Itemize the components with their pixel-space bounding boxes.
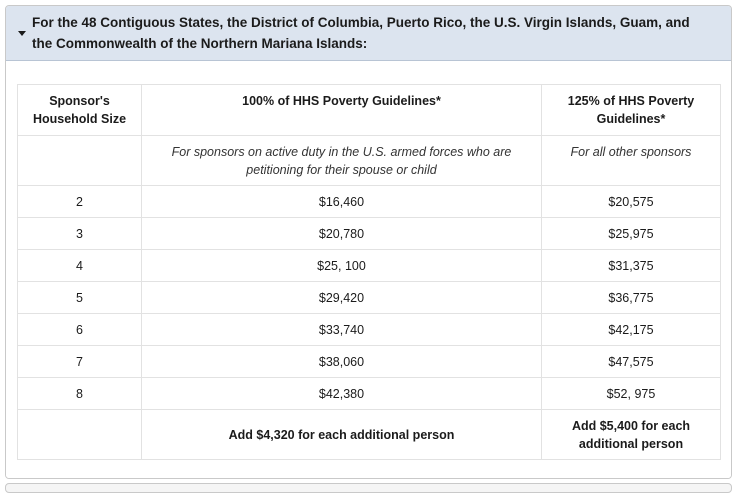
subheader-active-duty: For sponsors on active duty in the U.S. …: [141, 135, 542, 186]
amount-100-cell: $29,420: [141, 281, 542, 314]
subheader-other-sponsors: For all other sponsors: [541, 135, 721, 186]
header-125-percent: 125% of HHS Poverty Guidelines*: [541, 84, 721, 136]
amount-100-cell: $16,460: [141, 185, 542, 218]
household-size-cell: 4: [17, 249, 142, 282]
amount-125-cell: $52, 975: [541, 377, 721, 410]
header-household-size: Sponsor's Household Size: [17, 84, 142, 136]
table-row: 8 $42,380 $52, 975: [17, 377, 721, 410]
amount-125-cell: $20,575: [541, 185, 721, 218]
accordion-body: Sponsor's Household Size 100% of HHS Pov…: [6, 62, 731, 478]
amount-100-cell: $25, 100: [141, 249, 542, 282]
footer-additional-100: Add $4,320 for each additional person: [141, 409, 542, 460]
accordion-title[interactable]: For the 48 Contiguous States, the Distri…: [32, 15, 690, 51]
poverty-guidelines-accordion: For the 48 Contiguous States, the Distri…: [5, 5, 732, 479]
household-size-cell: 2: [17, 185, 142, 218]
table-row: 2 $16,460 $20,575: [17, 185, 721, 218]
accordion-header[interactable]: For the 48 Contiguous States, the Distri…: [6, 6, 731, 61]
household-size-cell: 3: [17, 217, 142, 250]
amount-125-cell: $47,575: [541, 345, 721, 378]
amount-100-cell: $33,740: [141, 313, 542, 346]
table-row: 4 $25, 100 $31,375: [17, 249, 721, 282]
amount-100-cell: $20,780: [141, 217, 542, 250]
subheader-cell: [17, 135, 142, 186]
next-accordion-edge: [5, 483, 732, 493]
household-size-cell: 8: [17, 377, 142, 410]
caret-down-icon[interactable]: [18, 31, 26, 36]
footer-additional-125: Add $5,400 for each additional person: [541, 409, 721, 460]
table-footer-row: Add $4,320 for each additional person Ad…: [17, 409, 721, 460]
poverty-guidelines-table: Sponsor's Household Size 100% of HHS Pov…: [17, 84, 721, 460]
household-size-cell: 5: [17, 281, 142, 314]
amount-125-cell: $36,775: [541, 281, 721, 314]
header-100-percent: 100% of HHS Poverty Guidelines*: [141, 84, 542, 136]
household-size-cell: 7: [17, 345, 142, 378]
amount-125-cell: $42,175: [541, 313, 721, 346]
amount-100-cell: $38,060: [141, 345, 542, 378]
table-row: 6 $33,740 $42,175: [17, 313, 721, 346]
amount-125-cell: $31,375: [541, 249, 721, 282]
household-size-cell: 6: [17, 313, 142, 346]
footer-cell: [17, 409, 142, 460]
table-row: 3 $20,780 $25,975: [17, 217, 721, 250]
amount-100-cell: $42,380: [141, 377, 542, 410]
table-row: 7 $38,060 $47,575: [17, 345, 721, 378]
table-subheader-row: For sponsors on active duty in the U.S. …: [17, 135, 721, 186]
amount-125-cell: $25,975: [541, 217, 721, 250]
table-row: 5 $29,420 $36,775: [17, 281, 721, 314]
table-header-row: Sponsor's Household Size 100% of HHS Pov…: [17, 84, 721, 136]
